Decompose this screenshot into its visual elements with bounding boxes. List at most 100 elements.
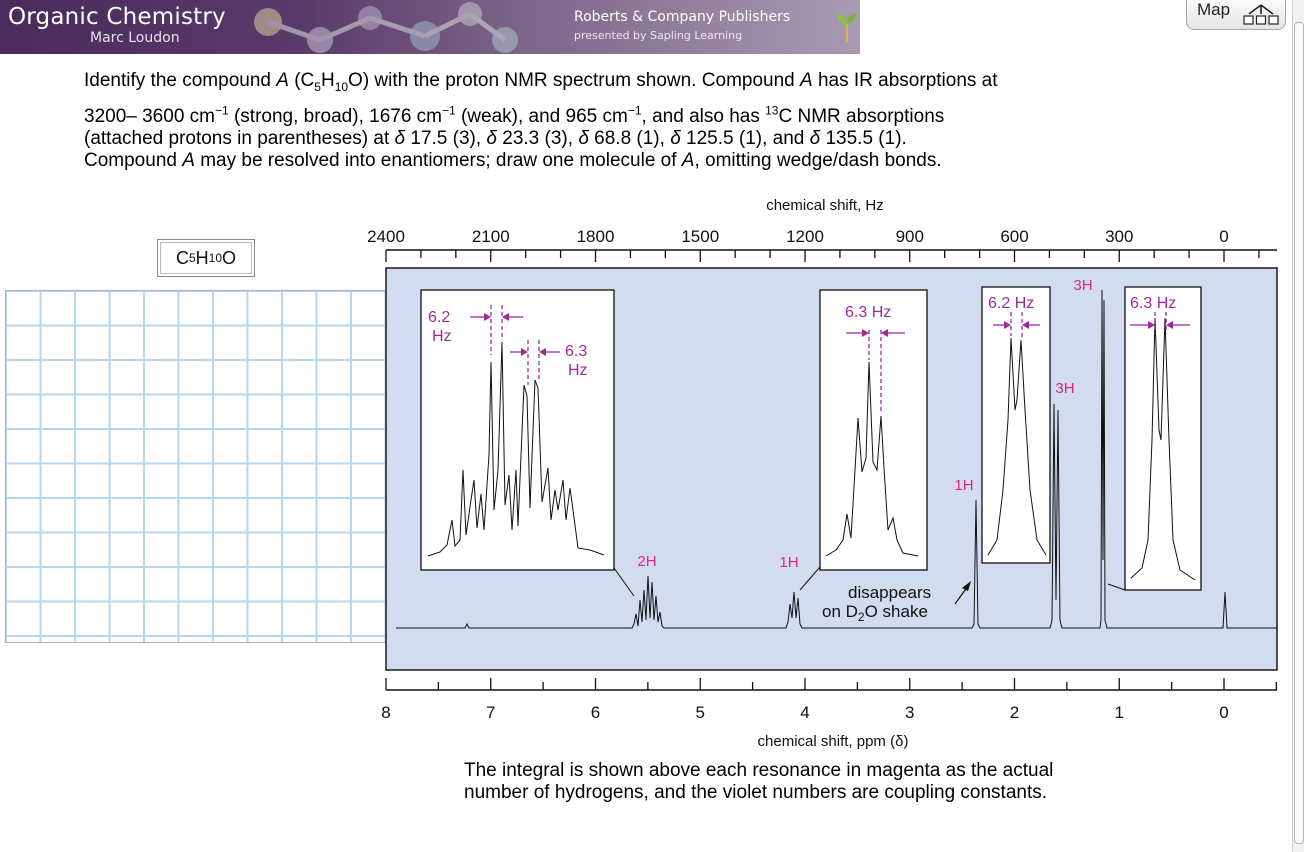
delta-symbol: δ [670,128,681,149]
ppm-tick-label: 5 [696,703,705,722]
inset-4-doublet: 6.3 Hz [1124,286,1202,591]
inset-1-multiplet: 6.2 Hz 6.3 Hz [420,289,615,571]
oh-note-line2: on D2O shake [822,602,928,624]
question-text: Identify the compound [84,70,277,91]
publisher-name: Roberts & Company Publishers [574,9,791,25]
drawing-canvas[interactable] [5,290,397,643]
question-text: 23.3 (3), [496,128,579,149]
question-text: O) with the proton NMR spectrum shown. C… [348,70,801,91]
subscript: 10 [334,79,349,94]
hz-tick-label: 2400 [367,227,405,246]
spectrum-trace [396,289,1277,629]
ppm-tick-label: 2 [1010,703,1019,722]
hz-tick-label: 300 [1105,227,1133,246]
delta-symbol: δ [486,128,497,149]
question-text: C NMR absorptions [778,106,945,127]
question-line-3: (attached protons in parentheses) at δ 1… [84,128,907,150]
hz-tick-label: 600 [1000,227,1028,246]
map-icon [1243,4,1279,25]
question-text: 135.5 (1). [820,128,907,149]
formula-subscript: 5 [188,251,196,265]
integral-label: 3H [1055,380,1074,397]
scrollbar-thumb[interactable] [1294,22,1304,844]
hz-axis-ticks: 2400 2100 1800 1500 1200 900 600 300 0 [367,227,1260,262]
superscript: −1 [442,103,456,118]
superscript: −1 [627,103,642,118]
formula-element: C [175,247,189,268]
book-author: Marc Loudon [90,30,180,46]
question-text: (attached protons in parentheses) at [84,128,395,149]
inset-4-leader [1107,583,1126,591]
question-text: has IR absorptions at [812,70,998,91]
coupling-label: 6.3 [565,343,587,360]
formula-element: O [222,247,237,268]
delta-symbol: δ [394,128,406,149]
publisher-subtitle: presented by Sapling Learning [574,29,743,42]
question-line-2: 3200– 3600 cm−1 (strong, broad), 1676 cm… [84,103,945,128]
ppm-tick-label: 7 [486,703,495,722]
ppm-axis-ticks: 8 7 6 5 4 3 2 1 0 [381,678,1278,722]
caption-line-2: number of hydrogens, and the violet numb… [464,782,1048,803]
map-button[interactable]: Map [1186,0,1286,30]
hz-tick-label: 1500 [681,227,719,246]
inset-2-leader [799,566,821,591]
ppm-tick-label: 8 [381,703,390,722]
ppm-tick-label: 4 [800,703,809,722]
ppm-tick-label: 0 [1219,703,1228,722]
compound-letter: A [800,70,813,91]
molecule-graphic-icon [254,2,518,53]
vertical-scrollbar[interactable] [1292,0,1304,852]
question-text: (C [288,70,315,91]
hz-tick-label: 1800 [577,227,615,246]
compound-letter: A [681,150,695,171]
ppm-tick-label: 3 [905,703,914,722]
question-line-4: Compound A may be resolved into enantiom… [84,150,942,172]
coupling-label: 6.3 Hz [1130,295,1176,312]
molecular-formula: C 5 H 10 O [160,242,252,274]
coupling-label: 6.2 Hz [988,295,1034,312]
hz-axis-title: chemical shift, Hz [766,197,884,214]
question-text: 3200– 3600 cm [84,106,215,127]
question-text: 68.8 (1), [588,128,671,149]
integral-label: 1H [779,554,798,571]
hz-tick-label: 2100 [472,227,510,246]
coupling-label: Hz [568,362,588,379]
hz-tick-label: 900 [896,227,924,246]
inset-2-multiplet: 6.3 Hz [819,289,928,571]
hz-tick-label: 0 [1219,227,1228,246]
compound-letter: A [276,70,289,91]
superscript: 13 [765,103,779,118]
integral-label: 2H [637,553,656,570]
formula-subscript: 10 [208,251,223,265]
spectrum-caption: The integral is shown above each resonan… [464,760,1053,804]
subscript: 5 [314,79,321,94]
question-text: , and also has [641,106,766,127]
question-text: , omitting wedge/dash bonds. [694,150,942,171]
coupling-label: 6.2 [428,309,450,326]
integral-label: 1H [954,477,973,494]
ppm-tick-label: 1 [1115,703,1124,722]
caption-line-1: The integral is shown above each resonan… [464,760,1054,781]
question-text: 17.5 (3), [405,128,487,149]
formula-element: H [195,247,209,268]
compound-letter: A [182,150,195,171]
question-text: Compound [84,150,183,171]
map-button-label: Map [1197,0,1231,19]
nmr-spectrum: chemical shift, Hz 2400 2100 1800 1500 1200 9… [367,197,1278,750]
molecular-formula-box: C 5 H 10 O [157,239,255,277]
delta-symbol: δ [578,128,589,149]
inset-1-leader [613,567,635,597]
question-text: 125.5 (1), and [680,128,810,149]
question-line-1: Identify the compound A (C5H10O) with th… [84,70,998,94]
coupling-label: 6.3 Hz [845,304,891,321]
inset-3-doublet: 6.2 Hz [981,286,1051,564]
question-text: H [320,70,335,91]
oh-note-line1: disappears [848,583,931,602]
hz-tick-label: 1200 [786,227,824,246]
delta-symbol: δ [809,128,821,149]
sapling-leaf-icon [837,13,857,42]
superscript: −1 [215,103,229,118]
coupling-label: Hz [432,328,452,345]
ppm-axis-title: chemical shift, ppm (δ) [758,733,909,750]
integral-label: 3H [1073,277,1092,294]
